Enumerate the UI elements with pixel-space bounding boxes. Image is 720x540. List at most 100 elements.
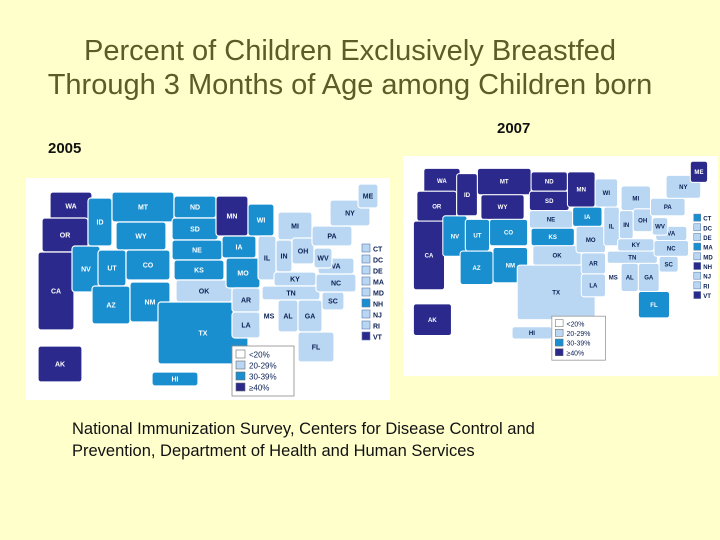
state-label: LA bbox=[589, 283, 598, 290]
state-label: WI bbox=[603, 190, 611, 197]
state-label: OR bbox=[432, 203, 442, 210]
state-label: TX bbox=[199, 331, 208, 338]
small-state-swatch bbox=[693, 291, 701, 299]
state-label: MI bbox=[632, 195, 639, 202]
small-state-label: DC bbox=[373, 258, 383, 265]
state-fl bbox=[637, 290, 671, 319]
state-label: NY bbox=[679, 184, 687, 191]
legend-label: 30-39% bbox=[249, 373, 277, 382]
state-label: UT bbox=[107, 266, 117, 273]
small-state-swatch bbox=[693, 281, 701, 290]
state-label: PA bbox=[664, 204, 673, 211]
state-label: PA bbox=[327, 234, 336, 241]
state-label: IN bbox=[623, 222, 629, 229]
state-label: IL bbox=[264, 256, 271, 263]
small-state-label: CT bbox=[373, 247, 383, 254]
small-state-label: RI bbox=[373, 324, 380, 331]
map-2007: WA OR CA NV ID MT WY UT AZ CO NM ND SD NE KS OK TX MN IA MO… bbox=[403, 156, 718, 376]
small-state-swatch bbox=[693, 262, 701, 270]
small-state-label: VT bbox=[703, 293, 711, 300]
small-state-label: NH bbox=[703, 264, 712, 271]
small-state-label: DC bbox=[703, 225, 712, 232]
state-label: NC bbox=[331, 281, 341, 288]
legend-swatch bbox=[235, 360, 246, 370]
small-state-label: RI bbox=[703, 283, 709, 290]
state-label: MI bbox=[291, 224, 299, 231]
state-label: WY bbox=[498, 204, 508, 211]
state-label: ME bbox=[694, 169, 703, 176]
slide-title: Percent of Children Exclusively Breastfe… bbox=[0, 34, 700, 102]
state-label: ND bbox=[545, 179, 554, 186]
small-state-label: MA bbox=[703, 245, 713, 252]
state-label: IN bbox=[281, 254, 288, 261]
us-map-2007-svg: WA OR CA NV ID MT WY UT AZ CO NM ND SD NE KS OK TX MN IA MO… bbox=[412, 160, 713, 361]
state-co bbox=[489, 218, 529, 247]
state-label: MS bbox=[609, 275, 618, 282]
state-label: WA bbox=[437, 178, 447, 185]
small-state-swatch bbox=[693, 271, 701, 280]
state-id bbox=[456, 173, 478, 217]
state-label: FL bbox=[312, 345, 321, 352]
state-label: AZ bbox=[473, 265, 481, 272]
state-co bbox=[125, 249, 171, 281]
source-citation: National Immunization Survey, Centers fo… bbox=[72, 418, 632, 462]
state-label: SC bbox=[328, 299, 338, 306]
state-label: MN bbox=[577, 187, 586, 194]
state-label: WY bbox=[135, 234, 147, 241]
map-2005: WA OR CA NV ID MT WY UT AZ CO NM ND SD NE KS OK TX MN IA MO… bbox=[26, 178, 390, 400]
legend-label: ≥40% bbox=[249, 384, 269, 393]
state-me bbox=[689, 160, 709, 183]
state-label: AL bbox=[626, 275, 634, 282]
state-wv bbox=[651, 217, 669, 236]
state-label: ID bbox=[97, 220, 104, 227]
legend-swatch bbox=[555, 348, 564, 357]
state-label: TX bbox=[552, 290, 561, 297]
legend-label: <20% bbox=[567, 321, 585, 328]
small-state-swatch bbox=[693, 213, 701, 222]
small-state-label: MD bbox=[373, 291, 384, 298]
legend-swatch bbox=[555, 338, 564, 347]
state-label: CA bbox=[425, 253, 434, 260]
small-state-swatch bbox=[361, 265, 371, 275]
state-label: NE bbox=[192, 248, 202, 255]
state-label: ME bbox=[363, 194, 374, 201]
state-label: AR bbox=[589, 261, 598, 268]
small-state-label: NJ bbox=[703, 274, 711, 281]
small-state-label: CT bbox=[703, 216, 711, 223]
state-label: GA bbox=[644, 275, 654, 282]
state-label: CO bbox=[504, 230, 513, 237]
us-map-2005-svg: WA OR CA NV ID MT WY UT AZ CO NM ND SD NE KS OK TX MN IA MO… bbox=[37, 183, 384, 397]
legend-swatch bbox=[235, 349, 246, 359]
small-state-swatch bbox=[693, 233, 701, 241]
state-label: WV bbox=[317, 256, 329, 263]
state-label: IA bbox=[236, 245, 243, 252]
source-line-2: Prevention, Department of Health and Hum… bbox=[72, 442, 475, 460]
small-state-swatch bbox=[693, 242, 701, 251]
title-line-1: Percent of Children Exclusively Breastfe… bbox=[84, 35, 616, 67]
state-label: NY bbox=[345, 211, 355, 218]
state-label: NV bbox=[81, 267, 91, 274]
state-label: SC bbox=[664, 261, 673, 268]
legend-swatch bbox=[555, 319, 564, 327]
state-label: WI bbox=[257, 218, 266, 225]
small-state-label: NH bbox=[373, 302, 383, 309]
state-label: MN bbox=[227, 214, 238, 221]
state-label: VA bbox=[667, 231, 676, 238]
small-state-label: MD bbox=[703, 254, 713, 261]
state-label: AK bbox=[428, 317, 437, 324]
state-label: NE bbox=[547, 217, 555, 224]
small-state-swatch bbox=[693, 252, 701, 261]
legend-label: 20-29% bbox=[249, 362, 277, 371]
state-label: KY bbox=[290, 277, 300, 284]
small-state-label: DE bbox=[373, 269, 383, 276]
state-label: HI bbox=[172, 377, 179, 384]
legend-label: 20-29% bbox=[567, 331, 591, 338]
year-label-2007: 2007 bbox=[497, 120, 531, 137]
small-state-label: VT bbox=[373, 335, 383, 342]
small-state-swatch bbox=[361, 309, 371, 319]
state-label: CA bbox=[51, 289, 61, 296]
state-label: HI bbox=[529, 330, 535, 337]
state-label: GA bbox=[305, 314, 316, 321]
state-label: SD bbox=[545, 198, 554, 205]
state-label: KY bbox=[632, 242, 640, 249]
